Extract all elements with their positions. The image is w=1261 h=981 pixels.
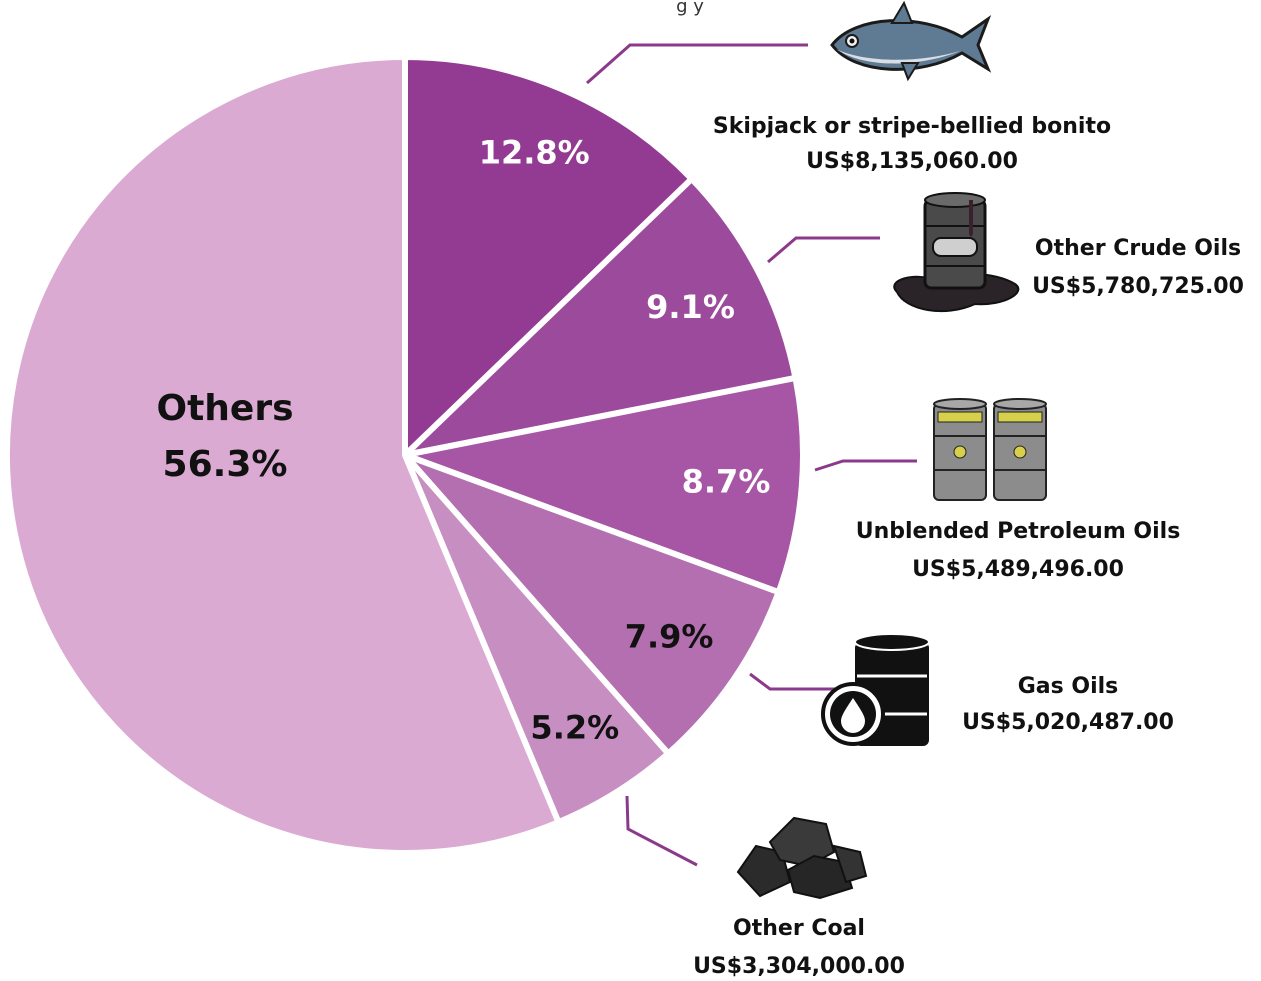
tuna-fish-icon xyxy=(830,0,992,82)
slice-value-label: US$5,780,725.00 xyxy=(1032,274,1244,299)
chart-subtitle: g y xyxy=(676,0,704,17)
slice-category-label: Unblended Petroleum Oils xyxy=(856,519,1181,544)
slice-value-label: US$3,304,000.00 xyxy=(693,954,905,979)
slice-category-label: Other Crude Oils xyxy=(1035,236,1241,261)
slice-percent-label: 7.9% xyxy=(625,618,714,656)
pie-slice xyxy=(402,54,695,458)
slice-category-label: Gas Oils xyxy=(1018,674,1119,699)
slice-category-label: Other Coal xyxy=(733,916,865,941)
oil-drum-icon xyxy=(821,633,930,746)
slice-percent-label: 5.2% xyxy=(530,708,619,746)
pie-slice xyxy=(402,175,799,458)
pie-slice xyxy=(402,452,782,757)
leader-line xyxy=(767,236,880,264)
leader-line xyxy=(749,672,838,691)
slice-percent-label: 8.7% xyxy=(682,462,771,500)
leader-line xyxy=(625,795,698,867)
slice-percent-label: 56.3% xyxy=(163,444,288,485)
slice-value-label: US$8,135,060.00 xyxy=(806,149,1018,174)
pie-slice xyxy=(4,54,562,856)
leader-line xyxy=(814,459,917,472)
pie-slice xyxy=(402,374,806,596)
crude-oil-barrel-icon xyxy=(893,192,1020,313)
slice-percent-label: 12.8% xyxy=(479,133,590,171)
leader-line xyxy=(586,43,808,85)
coal-lumps-icon xyxy=(736,816,868,900)
slice-percent-label: 9.1% xyxy=(646,288,735,326)
slice-label-others: Others xyxy=(156,388,293,429)
twin-barrels-icon xyxy=(933,398,1047,501)
slice-value-label: US$5,489,496.00 xyxy=(912,557,1124,582)
slice-category-label: Skipjack or stripe-bellied bonito xyxy=(713,114,1111,139)
slice-value-label: US$5,020,487.00 xyxy=(962,710,1174,735)
